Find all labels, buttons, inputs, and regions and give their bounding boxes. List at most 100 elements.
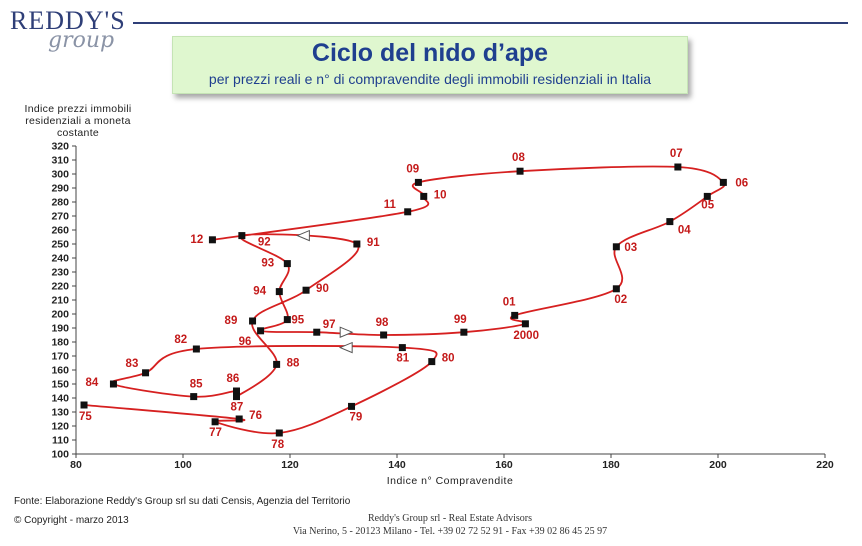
data-point-label: 07 bbox=[670, 148, 683, 160]
x-axis-label: Indice n° Compravendite bbox=[387, 475, 514, 487]
data-point-marker bbox=[275, 429, 283, 437]
data-point-label: 06 bbox=[735, 177, 748, 189]
data-point-marker bbox=[283, 260, 291, 268]
company-address: Via Nerino, 5 - 20123 Milano - Tel. +39 … bbox=[292, 526, 608, 537]
data-point-marker bbox=[142, 369, 150, 377]
y-tick-label: 270 bbox=[51, 211, 69, 223]
direction-arrow bbox=[338, 341, 353, 354]
data-point-label: 92 bbox=[258, 237, 271, 249]
y-tick-label: 220 bbox=[51, 281, 69, 293]
data-point-label: 86 bbox=[227, 373, 240, 385]
data-point-label: 82 bbox=[174, 334, 187, 346]
data-point-label: 90 bbox=[316, 283, 329, 295]
data-point-label: 04 bbox=[678, 225, 691, 237]
data-point-marker bbox=[109, 380, 117, 388]
data-point-label: 87 bbox=[231, 402, 244, 414]
data-point-label: 76 bbox=[249, 410, 262, 422]
data-point-label: 98 bbox=[376, 317, 389, 329]
data-point-marker bbox=[353, 240, 361, 248]
y-tick-label: 190 bbox=[51, 323, 69, 335]
data-point-marker bbox=[666, 218, 674, 226]
direction-arrow bbox=[296, 229, 310, 242]
data-point-marker bbox=[192, 345, 200, 353]
data-point-marker bbox=[233, 387, 240, 395]
data-point-marker bbox=[420, 192, 428, 200]
data-point-label: 94 bbox=[253, 286, 266, 298]
company-name: Reddy's Group srl - Real Estate Advisors bbox=[367, 513, 532, 524]
data-point-marker bbox=[211, 418, 219, 426]
chart-subtitle: per prezzi reali e n° di compravendite d… bbox=[208, 71, 652, 87]
data-point-label: 80 bbox=[442, 353, 455, 365]
y-tick-label: 130 bbox=[51, 407, 69, 419]
x-tick-label: 160 bbox=[495, 459, 513, 471]
data-point-marker bbox=[238, 232, 246, 240]
data-point-label: 93 bbox=[261, 258, 274, 270]
data-point-label: 89 bbox=[225, 315, 238, 327]
data-point-label: 05 bbox=[701, 199, 714, 211]
data-point-label: 83 bbox=[126, 358, 139, 370]
data-point-label: 99 bbox=[454, 314, 467, 326]
data-point-label: 10 bbox=[434, 189, 447, 201]
data-point-marker bbox=[233, 393, 240, 401]
data-point-label: 96 bbox=[239, 336, 252, 348]
data-point-marker bbox=[612, 285, 620, 293]
header-rule bbox=[133, 22, 848, 24]
logo-main-text: REDDY'S bbox=[10, 6, 126, 35]
x-tick-label: 220 bbox=[816, 459, 834, 471]
x-tick-label: 180 bbox=[602, 459, 620, 471]
company-logo: REDDY'S group bbox=[8, 6, 138, 56]
data-point-label: 01 bbox=[503, 296, 516, 308]
x-tick-label: 200 bbox=[709, 459, 727, 471]
data-point-label: 79 bbox=[350, 411, 363, 423]
data-point-label: 11 bbox=[384, 199, 397, 211]
y-tick-label: 300 bbox=[51, 169, 69, 181]
data-point-marker bbox=[208, 236, 216, 244]
data-point-label: 2000 bbox=[513, 330, 539, 342]
data-point-label: 81 bbox=[396, 353, 409, 365]
data-point-marker bbox=[674, 163, 682, 171]
x-tick-label: 120 bbox=[281, 459, 299, 471]
y-tick-label: 210 bbox=[51, 295, 69, 307]
data-point-marker bbox=[516, 167, 524, 175]
data-point-marker bbox=[398, 344, 406, 352]
data-point-label: 02 bbox=[614, 294, 627, 306]
data-point-marker bbox=[257, 327, 265, 335]
data-point-label: 77 bbox=[209, 427, 222, 439]
data-point-marker bbox=[414, 178, 422, 186]
data-point-marker bbox=[719, 178, 727, 186]
y-tick-label: 180 bbox=[51, 337, 69, 349]
data-point-marker bbox=[380, 331, 388, 339]
data-point-marker bbox=[275, 288, 283, 296]
data-point-marker bbox=[273, 360, 281, 368]
data-point-marker bbox=[302, 286, 310, 294]
series-line bbox=[83, 165, 726, 435]
y-tick-label: 290 bbox=[51, 183, 69, 195]
data-point-label: 91 bbox=[367, 237, 380, 249]
source-note: Fonte: Elaborazione Reddy's Group srl su… bbox=[14, 496, 351, 507]
data-point-label: 95 bbox=[291, 315, 304, 327]
data-point-marker bbox=[348, 402, 356, 410]
data-point-label: 78 bbox=[271, 439, 284, 451]
y-tick-label: 230 bbox=[51, 267, 69, 279]
direction-arrow bbox=[339, 326, 354, 338]
data-point-marker bbox=[235, 415, 243, 423]
y-tick-label: 200 bbox=[51, 309, 69, 321]
x-tick-label: 100 bbox=[174, 459, 192, 471]
x-tick-label: 80 bbox=[70, 459, 82, 471]
data-point-label: 08 bbox=[512, 152, 525, 164]
y-tick-label: 160 bbox=[51, 365, 69, 377]
data-point-label: 88 bbox=[287, 357, 300, 369]
title-box: Ciclo del nido d’ape per prezzi reali e … bbox=[172, 36, 688, 94]
chart-title: Ciclo del nido d’ape bbox=[311, 39, 549, 67]
data-point-label: 85 bbox=[190, 379, 203, 391]
data-point-marker bbox=[80, 401, 88, 409]
y-tick-label: 260 bbox=[51, 225, 69, 237]
data-point-marker bbox=[283, 316, 291, 324]
data-point-marker bbox=[313, 328, 321, 336]
y-tick-label: 170 bbox=[51, 351, 69, 363]
data-point-marker bbox=[428, 358, 436, 366]
y-tick-label: 320 bbox=[51, 141, 69, 153]
data-point-label: 84 bbox=[85, 377, 98, 389]
data-point-marker bbox=[460, 328, 468, 336]
data-point-label: 03 bbox=[624, 242, 637, 254]
